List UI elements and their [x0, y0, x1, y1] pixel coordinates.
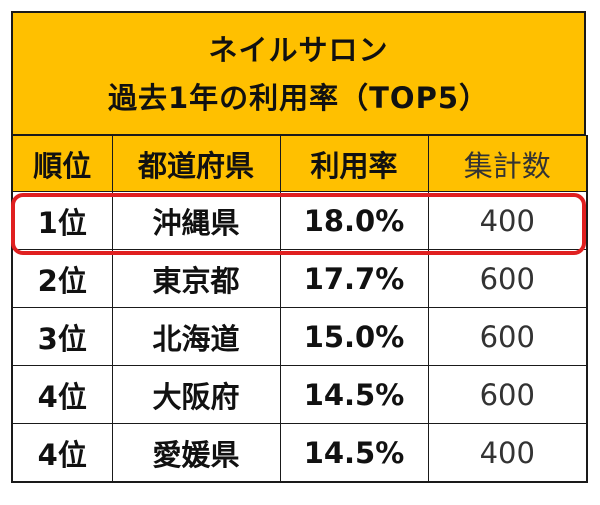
table-row: 2位 東京都 17.7% 600: [11, 249, 588, 308]
usage-rate-cell: 17.7%: [279, 249, 429, 308]
column-header-count: 集計数: [427, 135, 588, 192]
prefecture-cell: 北海道: [111, 307, 281, 366]
count-cell: 600: [427, 365, 588, 424]
count-cell: 600: [427, 249, 588, 308]
count-cell: 400: [427, 423, 588, 483]
count-cell: 400: [427, 191, 588, 250]
title-box: ネイルサロン 過去1年の利用率（TOP5）: [11, 11, 586, 135]
rank-cell: 2位: [11, 249, 113, 308]
prefecture-cell: 東京都: [111, 249, 281, 308]
title-line-2: 過去1年の利用率（TOP5）: [107, 80, 490, 115]
column-header-rank: 順位: [11, 135, 113, 192]
table-row: 1位 沖縄県 18.0% 400: [11, 191, 588, 250]
rank-cell: 4位: [11, 365, 113, 424]
usage-rate-cell: 18.0%: [279, 191, 429, 250]
table-row: 4位 愛媛県 14.5% 400: [11, 423, 588, 483]
prefecture-cell: 沖縄県: [111, 191, 281, 250]
rank-cell: 4位: [11, 423, 113, 483]
table-row: 4位 大阪府 14.5% 600: [11, 365, 588, 424]
rank-cell: 3位: [11, 307, 113, 366]
header-row: 順位 都道府県 利用率 集計数: [11, 135, 588, 192]
usage-rate-cell: 14.5%: [279, 423, 429, 483]
ranking-table: 順位 都道府県 利用率 集計数 1位 沖縄県 18.0% 400 2位 東京都 …: [11, 135, 588, 483]
usage-rate-cell: 15.0%: [279, 307, 429, 366]
column-header-prefecture: 都道府県: [111, 135, 281, 192]
count-cell: 600: [427, 307, 588, 366]
ranking-table-container: ネイルサロン 過去1年の利用率（TOP5） 順位 都道府県 利用率 集計数 1位…: [11, 11, 588, 483]
prefecture-cell: 大阪府: [111, 365, 281, 424]
column-header-usage-rate: 利用率: [279, 135, 429, 192]
usage-rate-cell: 14.5%: [279, 365, 429, 424]
table-row: 3位 北海道 15.0% 600: [11, 307, 588, 366]
rank-cell: 1位: [11, 191, 113, 250]
prefecture-cell: 愛媛県: [111, 423, 281, 483]
title-line-1: ネイルサロン: [208, 32, 389, 67]
